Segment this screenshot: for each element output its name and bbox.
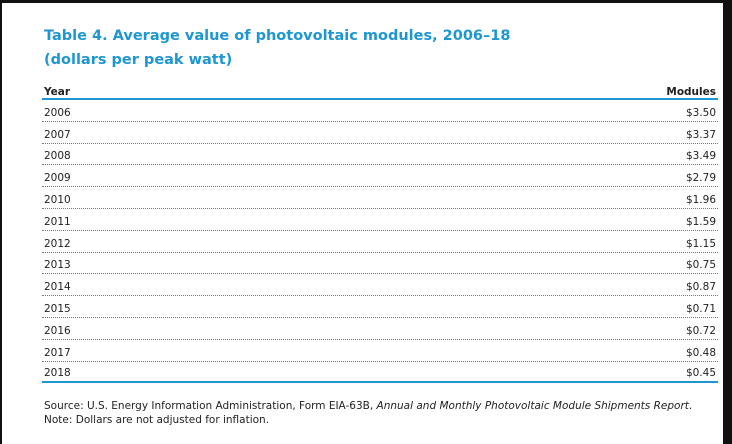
value-cell: $0.87	[685, 281, 716, 294]
table-title: Table 4. Average value of photovoltaic m…	[44, 28, 511, 44]
table-row: 2009 $2.79	[42, 165, 718, 188]
column-header: Year	[44, 86, 71, 98]
frame	[723, 0, 732, 444]
value-cell: $0.75	[685, 259, 716, 272]
table-row: 2010 $1.96	[42, 187, 718, 209]
value-cell: $3.50	[685, 106, 716, 119]
frame	[0, 0, 2, 444]
year-cell: 2018	[44, 367, 71, 380]
year-cell: 2011	[44, 215, 71, 228]
table-row: 2014 $0.87	[42, 274, 718, 297]
year-cell: 2016	[44, 324, 71, 337]
value-cell: $3.37	[685, 128, 716, 141]
table-row: 2013 $0.75	[42, 253, 718, 275]
year-cell: 2013	[44, 259, 71, 272]
value-cell: $0.48	[685, 346, 716, 359]
value-cell: $3.49	[685, 150, 716, 163]
table-row: 2012 $1.15	[42, 231, 718, 253]
source-text: Source: U.S. Energy Information Administ…	[44, 400, 377, 412]
column-header: Modules	[666, 86, 716, 98]
source-text: .	[688, 400, 693, 412]
year-cell: 2009	[44, 172, 71, 185]
source: Source: U.S. Energy Information Administ…	[44, 400, 692, 412]
note: Note: Dollars are not adjusted for infla…	[44, 414, 270, 426]
year-cell: 2014	[44, 281, 71, 294]
year-cell: 2017	[44, 346, 71, 359]
table: Year Modules 2006 $3.50 2007 $3.37 2008 $3.49…	[42, 82, 718, 384]
table-subtitle: (dollars per peak watt)	[44, 52, 233, 68]
year-cell: 2008	[44, 150, 71, 163]
value-cell: $1.96	[685, 193, 716, 206]
table-row: 2007 $3.37	[42, 122, 718, 144]
table-row: 2011 $1.59	[42, 209, 718, 231]
table-row: 2015 $0.71	[42, 296, 718, 318]
frame	[0, 0, 732, 3]
value-cell: $0.45	[685, 367, 716, 380]
year-cell: 2006	[44, 106, 71, 119]
year-cell: 2012	[44, 237, 71, 250]
value-cell: $0.72	[685, 324, 716, 337]
header-row: Year Modules	[42, 82, 718, 100]
value-cell: $1.59	[685, 215, 716, 228]
value-cell: $2.79	[685, 172, 716, 185]
year-cell: 2007	[44, 128, 71, 141]
table-row: 2006 $3.50	[42, 100, 718, 122]
year-cell: 2015	[44, 302, 71, 315]
table-row: 2008 $3.49	[42, 144, 718, 166]
table-row: 2016 $0.72	[42, 318, 718, 340]
source-title: Annual and Monthly Photovoltaic Module S…	[376, 400, 689, 412]
value-cell: $0.71	[685, 302, 716, 315]
table-row: 2018 $0.45	[42, 362, 718, 384]
year-cell: 2010	[44, 193, 71, 206]
table-row: 2017 $0.48	[42, 340, 718, 362]
value-cell: $1.15	[685, 237, 716, 250]
